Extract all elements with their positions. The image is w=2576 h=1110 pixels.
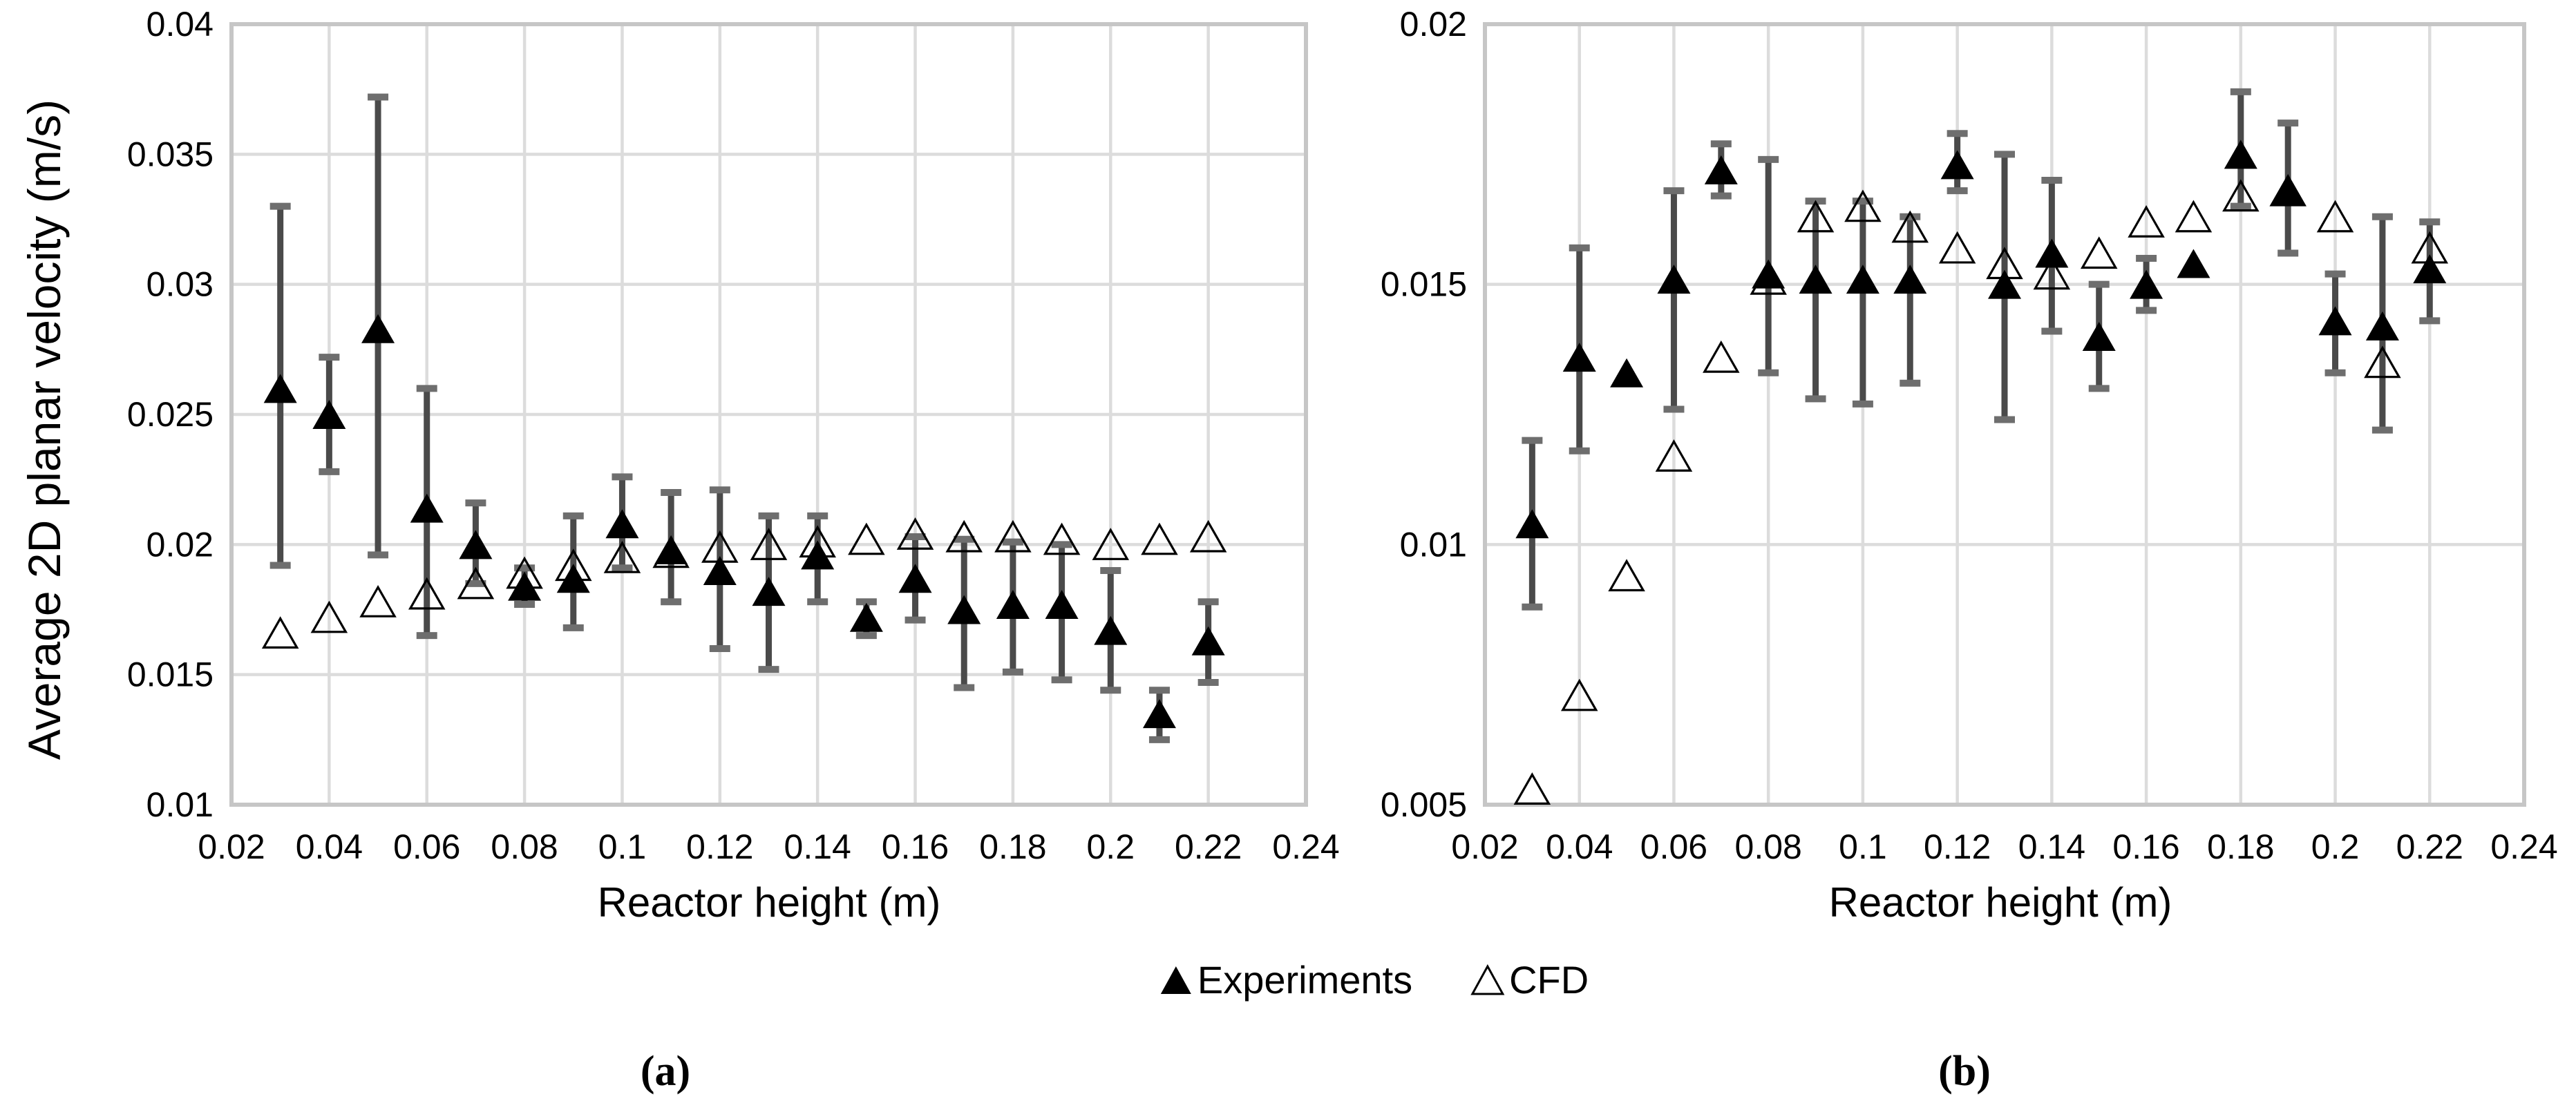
svg-text:0.12: 0.12 [686, 827, 753, 866]
svg-text:0.02: 0.02 [146, 525, 214, 564]
legend-item-experiments: Experiments [1159, 957, 1412, 1002]
svg-text:0.24: 0.24 [1272, 827, 1339, 866]
svg-text:0.02: 0.02 [198, 827, 265, 866]
svg-text:0.2: 0.2 [1087, 827, 1135, 866]
svg-text:0.1: 0.1 [598, 827, 647, 866]
x-axis-title-a: Reactor height (m) [597, 879, 941, 926]
chart-a: 0.02 0.04 0.06 0.08 0.1 0.12 0.14 0.16 0.18 0.2 0.… [0, 0, 1354, 939]
svg-text:0.22: 0.22 [1175, 827, 1242, 866]
svg-text:0.015: 0.015 [1381, 265, 1467, 304]
chart-b: 0.02 0.04 0.06 0.08 0.1 0.12 0.14 0.16 0.18 0.2 0.… [1320, 0, 2564, 939]
svg-text:0.06: 0.06 [1640, 827, 1707, 866]
svg-text:0.01: 0.01 [146, 785, 214, 824]
caption-a: (a) [640, 1048, 691, 1095]
svg-text:0.08: 0.08 [1735, 827, 1802, 866]
legend-label-cfd: CFD [1509, 958, 1589, 1002]
svg-text:0.16: 0.16 [882, 827, 949, 866]
svg-text:0.14: 0.14 [784, 827, 851, 866]
filled-triangle-icon [1159, 964, 1193, 996]
legend-item-cfd: CFD [1470, 957, 1589, 1002]
svg-text:0.035: 0.035 [127, 135, 214, 173]
svg-text:0.12: 0.12 [1924, 827, 1991, 866]
legend: Experiments CFD [1159, 957, 1589, 1002]
x-axis-title-b: Reactor height (m) [1828, 879, 2172, 926]
svg-text:0.02: 0.02 [1451, 827, 1518, 866]
svg-text:0.04: 0.04 [146, 5, 214, 44]
y-axis-title: Average 2D planar velocity (m/s) [19, 99, 70, 760]
svg-text:0.08: 0.08 [491, 827, 558, 866]
svg-text:0.03: 0.03 [146, 265, 214, 304]
svg-text:0.01: 0.01 [1400, 525, 1467, 564]
open-triangle-icon [1470, 964, 1505, 996]
svg-text:0.025: 0.025 [127, 395, 214, 434]
svg-text:0.22: 0.22 [2396, 827, 2463, 866]
svg-text:0.18: 0.18 [2207, 827, 2274, 866]
caption-b: (b) [1938, 1048, 1991, 1095]
svg-text:0.18: 0.18 [979, 827, 1046, 866]
svg-text:0.16: 0.16 [2112, 827, 2179, 866]
svg-text:0.06: 0.06 [393, 827, 460, 866]
svg-text:0.14: 0.14 [2018, 827, 2085, 866]
legend-label-experiments: Experiments [1197, 958, 1413, 1002]
svg-text:0.04: 0.04 [1546, 827, 1613, 866]
svg-text:0.24: 0.24 [2490, 827, 2557, 866]
svg-text:0.015: 0.015 [127, 656, 214, 694]
svg-text:0.02: 0.02 [1400, 5, 1467, 44]
svg-text:0.2: 0.2 [2311, 827, 2360, 866]
svg-text:0.04: 0.04 [296, 827, 363, 866]
svg-text:0.1: 0.1 [1839, 827, 1887, 866]
svg-text:0.005: 0.005 [1381, 785, 1467, 824]
